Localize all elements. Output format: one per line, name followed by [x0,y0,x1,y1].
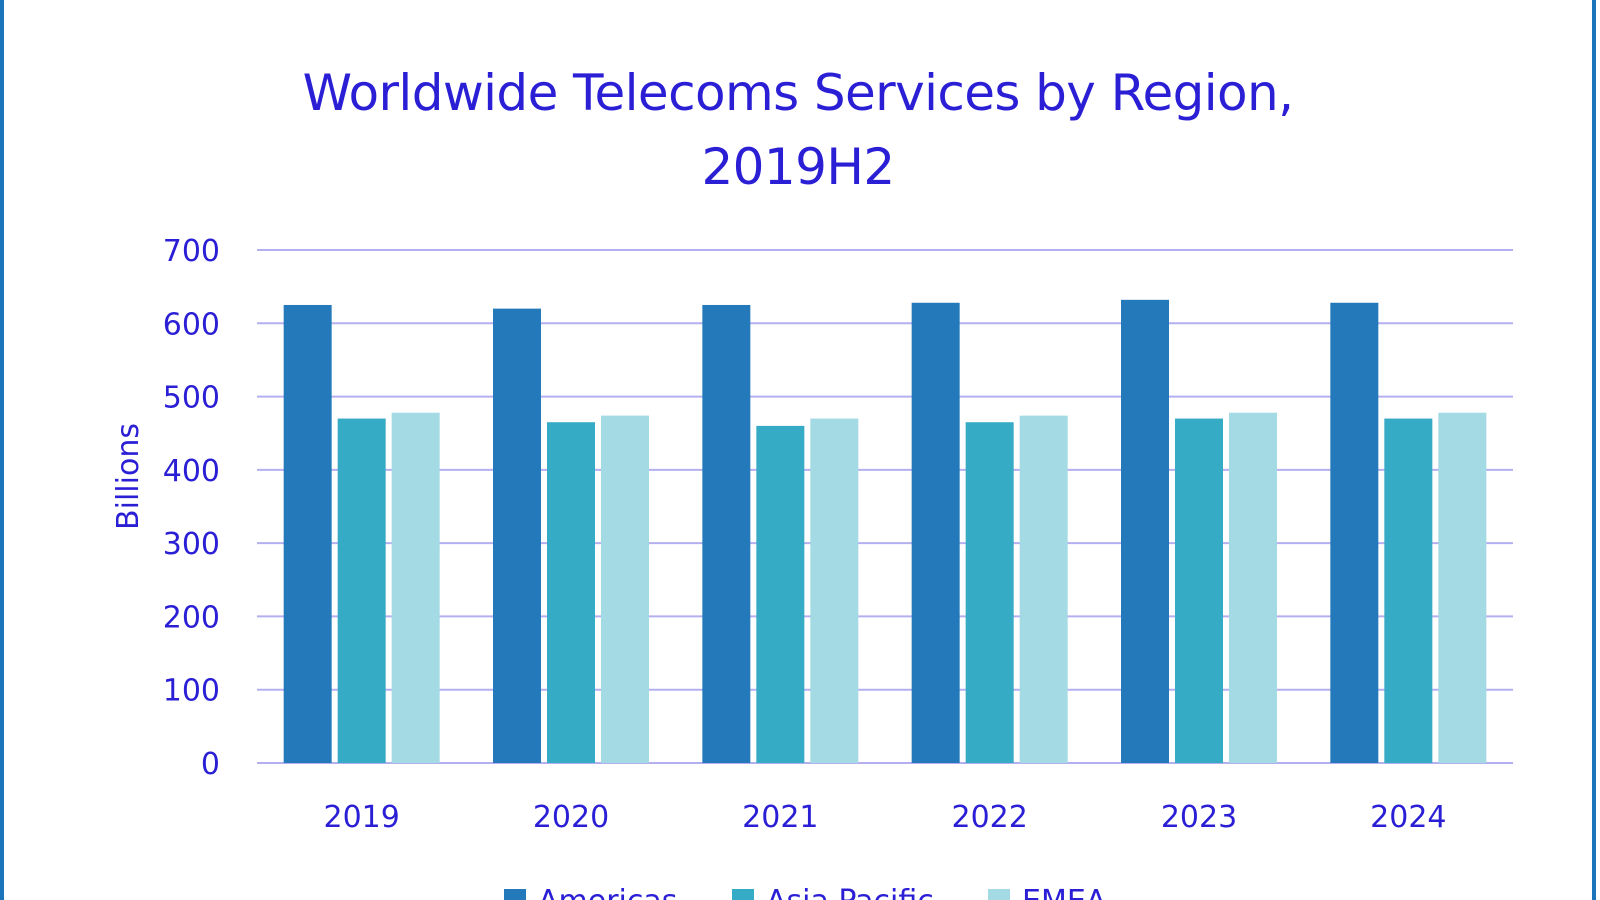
bar-emea-2022 [1019,415,1068,763]
bar-emea-2020 [601,415,649,763]
x-tick-label-2020: 2020 [533,800,609,835]
bar-americas-2021 [702,304,751,763]
y-tick-label-0: 0 [201,747,220,782]
bar-emea-2024 [1438,412,1487,763]
bar-asia-pacific-2022 [965,422,1014,763]
bar-americas-2020 [493,308,541,763]
bar-emea-2019 [391,412,440,763]
legend-label-asia-pacific: Asia Pacific [766,884,934,900]
y-tick-label-500: 500 [163,381,220,416]
bar-americas-2024 [1330,302,1379,763]
bar-americas-2019 [283,304,332,763]
bar-asia-pacific-2019 [337,418,386,763]
y-tick-label-400: 400 [163,454,220,489]
bar-asia-pacific-2023 [1175,418,1223,763]
x-tick-label-2021: 2021 [742,800,818,835]
bar-americas-2023 [1121,299,1169,763]
y-axis-label: Billions [111,423,146,530]
bar-americas-2022 [911,302,960,763]
chart-title: Worldwide Telecoms Services by Region, 2… [4,56,1592,204]
bar-asia-pacific-2024 [1384,418,1433,763]
y-tick-label-600: 600 [163,307,220,342]
legend-label-emea: EMEA [1022,884,1107,900]
bar-asia-pacific-2020 [547,422,595,763]
y-tick-label-300: 300 [163,527,220,562]
legend-swatch-emea [988,889,1010,900]
x-tick-label-2024: 2024 [1370,800,1446,835]
axes: 0 100 200 300 400 500 600 700 2019 2020 2021 2022 20… [163,234,1447,835]
chart-title-line-2: 2019H2 [701,138,895,196]
bar-emea-2023 [1229,412,1277,763]
y-tick-label-100: 100 [163,674,220,709]
legend-swatch-asia-pacific [732,889,754,900]
chart-title-line-1: Worldwide Telecoms Services by Region, [302,64,1294,122]
bar-emea-2021 [810,418,859,763]
x-tick-label-2023: 2023 [1161,800,1237,835]
x-tick-label-2022: 2022 [951,800,1027,835]
legend-label-americas: Americas [538,884,677,900]
x-tick-label-2019: 2019 [323,800,399,835]
legend-swatch-americas [504,889,526,900]
y-tick-label-200: 200 [163,600,220,635]
bar-asia-pacific-2021 [756,425,805,763]
y-tick-label-700: 700 [163,234,220,269]
bars [283,299,1487,763]
gridlines [257,249,1513,764]
legend: Americas Asia Pacific EMEA [504,884,1107,900]
